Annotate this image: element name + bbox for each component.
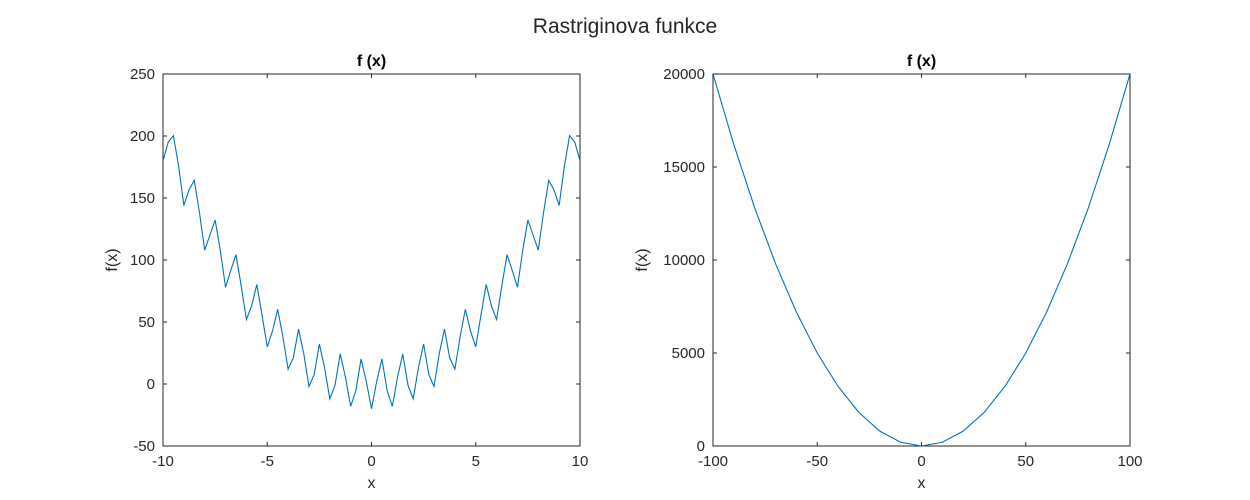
x-tick-label: 10	[572, 453, 589, 470]
y-tick-label: -50	[133, 438, 155, 455]
x-tick-label: 50	[1017, 453, 1034, 470]
y-tick-label: 50	[138, 314, 155, 331]
x-tick-label: 0	[917, 453, 925, 470]
y-tick-label: 250	[130, 66, 155, 83]
x-axis-label: x	[368, 475, 376, 492]
y-tick-label: 100	[130, 252, 155, 269]
series-line	[162, 134, 581, 409]
x-tick-label: -50	[806, 453, 828, 470]
x-tick-label: -100	[698, 453, 728, 470]
plot-frame	[712, 73, 1131, 447]
y-axis-label: f(x)	[104, 248, 121, 271]
y-tick-label: 10000	[663, 252, 705, 269]
y-axis-label: f(x)	[634, 248, 651, 271]
y-tick-label: 0	[147, 376, 155, 393]
plot-title: f (x)	[907, 53, 936, 70]
y-tick-label: 150	[130, 190, 155, 207]
y-tick-label: 200	[130, 128, 155, 145]
y-tick-label: 5000	[672, 345, 705, 362]
x-tick-label: 100	[1117, 453, 1142, 470]
y-tick-label: 0	[697, 438, 705, 455]
x-tick-label: -10	[152, 453, 174, 470]
x-tick-label: 0	[367, 453, 375, 470]
figure-title: Rastriginova funkce	[533, 15, 717, 38]
x-tick-label: -5	[261, 453, 274, 470]
y-tick-label: 20000	[663, 66, 705, 83]
x-tick-label: 5	[472, 453, 480, 470]
plot-frame	[162, 73, 581, 447]
y-tick-label: 15000	[663, 159, 705, 176]
plot-title: f (x)	[357, 53, 386, 70]
x-axis-label: x	[918, 475, 926, 492]
right-plot-panel: -100 -50 0 50 100 0 5000 10000 15000 20000 f (x) x f…	[634, 53, 1143, 492]
